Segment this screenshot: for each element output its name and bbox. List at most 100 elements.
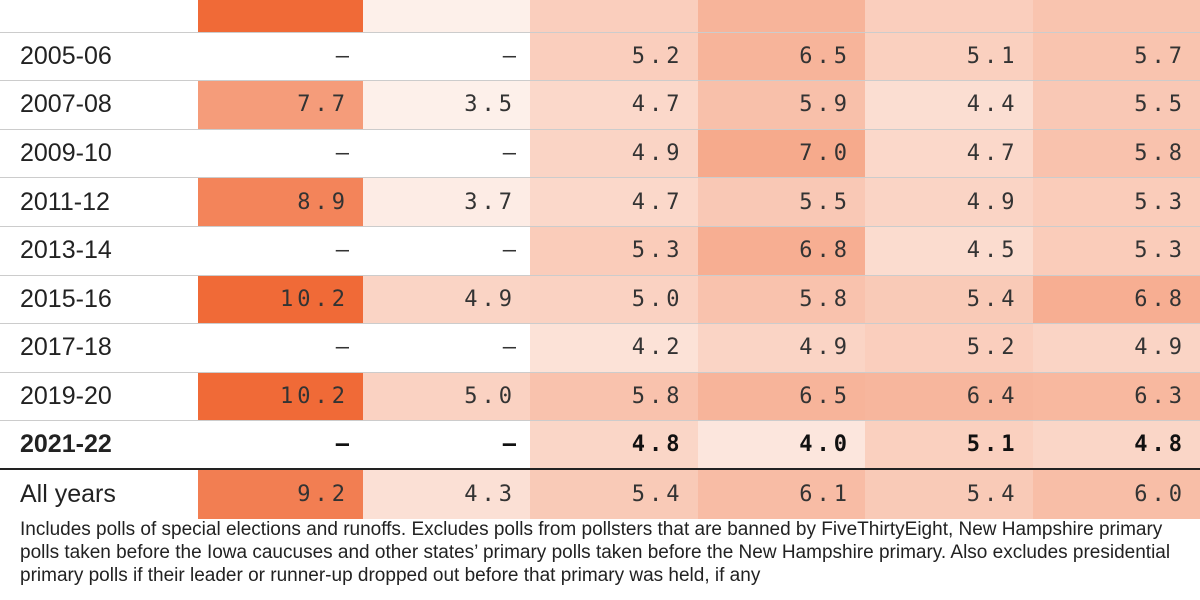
missing-value: –	[335, 43, 349, 69]
table-cell: 5.2	[530, 32, 698, 81]
table-cell: 9.2	[198, 469, 363, 519]
missing-value: –	[335, 238, 349, 264]
table-cell: 4.9	[697, 324, 865, 372]
row-label: 2013-14	[0, 226, 198, 275]
table-row: 2009-10– –4.9 7.0 4.7 5.8	[0, 129, 1200, 179]
row-label: 2021-22	[0, 421, 198, 468]
table-cell: –	[363, 324, 530, 372]
table-cell: 5.3	[530, 226, 698, 275]
table-cell: 6.5	[697, 372, 865, 421]
table-cell	[530, 0, 698, 32]
table-cell: 4.3	[363, 469, 530, 519]
table-cell: –	[198, 129, 363, 178]
table-cell: 7.0	[697, 129, 865, 178]
table-cell	[1032, 0, 1200, 32]
table-cell: 4.2	[530, 324, 698, 372]
missing-value: –	[502, 141, 516, 167]
table-cell: 4.7	[865, 129, 1033, 178]
table-row: 2011-12 8.9 3.7 4.7 5.5 4.9 5.3	[0, 178, 1200, 227]
row-label	[0, 0, 198, 32]
table-cell: 10.2	[198, 275, 363, 324]
table-cell: 3.7	[363, 178, 530, 226]
row-label: 2009-10	[0, 129, 198, 178]
table-cell: 7.7	[198, 81, 363, 129]
table-cell: 5.7	[1032, 32, 1200, 81]
table-row: 2015-16 10.2 4.9 5.0 5.8 5.4 6.8	[0, 275, 1200, 325]
table-row: 2019-20 10.2 5.0 5.8 6.5 6.4 6.3	[0, 372, 1200, 422]
table-cell: 4.9	[530, 129, 698, 178]
missing-value: –	[335, 335, 349, 361]
table-cell: 4.9	[865, 178, 1033, 226]
table-row: 2007-08 7.7 3.5 4.7 5.9 4.4 5.5	[0, 81, 1200, 130]
missing-value: –	[502, 335, 516, 361]
table-cell: 4.7	[530, 178, 698, 226]
table-cell: 4.4	[865, 81, 1033, 129]
row-label: 2007-08	[0, 81, 198, 129]
table-cell: 10.2	[198, 372, 363, 421]
row-label: 2017-18	[0, 324, 198, 372]
table-cell: –	[198, 324, 363, 372]
footnote: Includes polls of special elections and …	[20, 519, 1171, 586]
table-cell: 6.8	[697, 226, 865, 275]
table-cell: 5.3	[1032, 178, 1200, 226]
table-cell: 5.4	[530, 469, 698, 519]
table-cell: 5.4	[865, 275, 1033, 324]
table-cell: 4.0	[697, 421, 865, 468]
table-cell: 6.8	[1032, 275, 1200, 324]
table-cell: 4.8	[530, 421, 698, 468]
table-cell: 5.5	[1032, 81, 1200, 129]
table-cell	[865, 0, 1033, 32]
table-row: 2021-22– –4.8 4.0 5.1 4.8	[0, 421, 1200, 470]
table-cell: 5.0	[530, 275, 698, 324]
missing-value: –	[502, 432, 516, 458]
table-cell: 6.3	[1032, 372, 1200, 421]
table-cell: 4.5	[865, 226, 1033, 275]
table-cell	[697, 0, 865, 32]
table-cell: 6.4	[865, 372, 1033, 421]
table-cell: –	[198, 421, 363, 468]
table-cell: –	[363, 226, 530, 275]
table-cell: 5.8	[1032, 129, 1200, 178]
table-cell: 4.9	[363, 275, 530, 324]
table-cell: –	[363, 32, 530, 81]
table-cell	[198, 0, 363, 32]
row-label: All years	[0, 469, 198, 519]
table-cell: 3.5	[363, 81, 530, 129]
row-label: 2015-16	[0, 275, 198, 324]
table-cell: –	[363, 421, 530, 468]
row-label: 2011-12	[0, 178, 198, 226]
table-cell: 5.8	[530, 372, 698, 421]
missing-value: –	[502, 43, 516, 69]
table-cell: 8.9	[198, 178, 363, 226]
table-cell: 5.3	[1032, 226, 1200, 275]
row-label: 2005-06	[0, 32, 198, 81]
missing-value: –	[335, 432, 349, 458]
table-row: All years 9.2 4.3 5.4 6.1 5.4 6.0	[0, 469, 1200, 519]
table-row: 2013-14– –5.3 6.8 4.5 5.3	[0, 226, 1200, 276]
table-row	[0, 0, 1200, 33]
table-cell: 4.8	[1032, 421, 1200, 468]
table-cell: –	[198, 226, 363, 275]
table-cell: 5.1	[865, 421, 1033, 468]
table-cell: 6.5	[697, 32, 865, 81]
table-cell: 5.1	[865, 32, 1033, 81]
missing-value: –	[335, 141, 349, 167]
table-cell: 5.8	[697, 275, 865, 324]
table-cell: 6.1	[697, 469, 865, 519]
table-cell: 5.4	[865, 469, 1033, 519]
table-cell	[363, 0, 530, 32]
polling-error-table: 2005-06– –5.2 6.5 5.1 5.7 2007-08 7.7 3.5 4.7 5.9…	[0, 0, 1200, 519]
table-cell: 5.0	[363, 372, 530, 421]
table-row: 2005-06– –5.2 6.5 5.1 5.7	[0, 32, 1200, 82]
table-cell: 4.9	[1032, 324, 1200, 372]
table-cell: 5.2	[865, 324, 1033, 372]
table-row: 2017-18– –4.2 4.9 5.2 4.9	[0, 324, 1200, 373]
table-cell: 5.9	[697, 81, 865, 129]
missing-value: –	[502, 238, 516, 264]
table-cell: 5.5	[697, 178, 865, 226]
table-cell: 4.7	[530, 81, 698, 129]
table-cell: –	[198, 32, 363, 81]
table-cell: –	[363, 129, 530, 178]
table-cell: 6.0	[1032, 469, 1200, 519]
row-label: 2019-20	[0, 372, 198, 421]
